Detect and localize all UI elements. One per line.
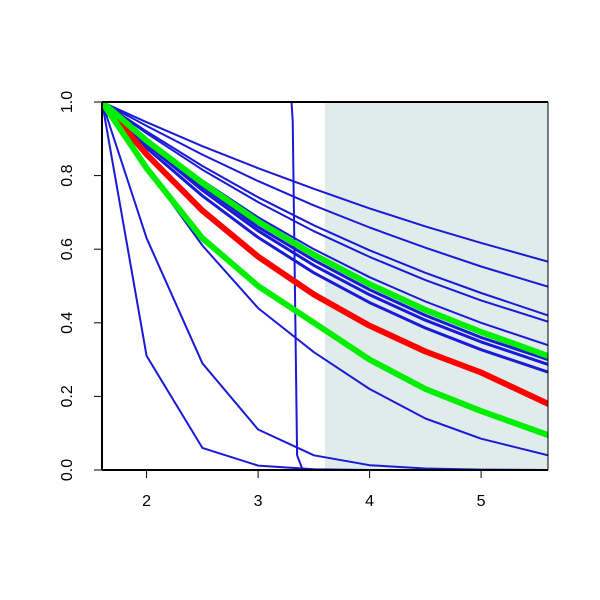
series-line-7 <box>102 102 548 263</box>
y-tick-label: 0.0 <box>59 459 76 481</box>
series-line-13 <box>102 102 548 407</box>
series-line-12 <box>102 102 548 374</box>
y-tick-label: 0.8 <box>59 164 76 186</box>
plot-area <box>102 102 548 470</box>
series-line-8 <box>102 102 548 317</box>
x-tick-label: 2 <box>142 493 151 510</box>
series-group <box>102 102 548 470</box>
series-line-11 <box>102 102 548 366</box>
x-tick-label: 5 <box>477 493 486 510</box>
series-line-5 <box>102 102 548 323</box>
y-tick-label: 1.0 <box>59 91 76 113</box>
y-tick-label: 0.2 <box>59 385 76 407</box>
x-tick-label: 3 <box>254 493 263 510</box>
y-tick-label: 0.6 <box>59 238 76 260</box>
series-line-15 <box>102 102 548 438</box>
shaded-region <box>325 102 548 470</box>
axes: 2 3 4 5 0.0 0.2 0.4 0.6 0.8 1.0 <box>59 91 549 510</box>
series-line-4 <box>102 102 548 470</box>
x-tick-label: 4 <box>365 493 374 510</box>
series-line-6 <box>102 102 548 288</box>
y-tick-label: 0.4 <box>59 312 76 334</box>
series-line-14 <box>102 102 548 359</box>
